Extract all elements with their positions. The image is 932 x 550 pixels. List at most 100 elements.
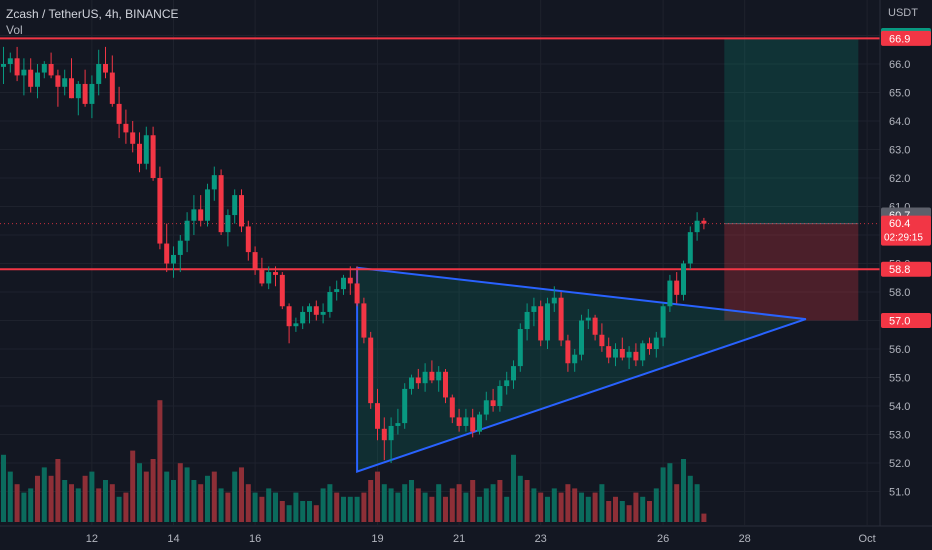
candle-body (381, 428, 387, 441)
volume-bar (660, 467, 666, 522)
candle-body (633, 351, 639, 361)
candle-body (293, 323, 299, 327)
volume-bar (592, 492, 598, 522)
candle (626, 346, 632, 369)
candle-body (701, 220, 707, 224)
candle (273, 266, 278, 287)
candle-body (470, 417, 476, 432)
volume-bar (28, 488, 34, 522)
candle (572, 349, 578, 372)
volume-bar (62, 480, 68, 522)
volume-bar (41, 467, 47, 522)
price-tag-countdown: 02:29:15 (884, 233, 923, 244)
volume-bar (286, 505, 292, 522)
candle-body (307, 306, 312, 312)
volume-bar (96, 488, 102, 522)
target-zone (724, 38, 859, 224)
volume-bar (239, 467, 244, 522)
candle-body (177, 240, 183, 255)
volume-bar (198, 484, 204, 522)
volume-bar (579, 492, 584, 522)
volume-bar (409, 480, 414, 522)
candle-body (191, 209, 197, 221)
candle-body (137, 143, 142, 164)
candle (300, 306, 306, 330)
candle-body (667, 280, 673, 307)
candle-body (279, 274, 285, 307)
volume-bar (511, 454, 516, 522)
volume-bar (483, 488, 489, 522)
candle (443, 368, 448, 404)
volume-bar (619, 501, 625, 522)
candle-body (579, 320, 584, 355)
candle-body (82, 83, 88, 104)
candle (531, 297, 537, 327)
symbol-title[interactable]: Zcash / TetherUS, 4h, BINANCE (6, 7, 179, 21)
candle (341, 274, 346, 295)
volume-bar (150, 459, 156, 522)
candle-body (531, 306, 537, 312)
price-tag (881, 30, 931, 46)
price-tick-label: 65.0 (889, 88, 910, 100)
volume-bar (205, 475, 210, 522)
candle (205, 183, 210, 227)
candle (395, 408, 401, 435)
candle (483, 391, 489, 421)
volume-bar (667, 463, 673, 522)
candle (245, 220, 251, 261)
candle-body (143, 135, 149, 164)
volume-bar (572, 488, 578, 522)
candle-body (313, 306, 319, 315)
candle (504, 371, 510, 395)
volume-bar (626, 505, 632, 522)
candle-body (245, 226, 251, 253)
candle (667, 274, 673, 312)
candle-body (259, 269, 265, 284)
volume-bar (551, 488, 557, 522)
volume-bar (69, 484, 74, 522)
candle (463, 408, 469, 432)
price-tag (881, 215, 931, 246)
candle (109, 55, 115, 107)
candle (517, 323, 523, 372)
candle (674, 272, 680, 304)
price-tick-label: 62.0 (889, 173, 910, 185)
price-tag-text: 58.8 (889, 264, 910, 276)
volume-bar (293, 492, 299, 522)
candle-body (422, 371, 428, 384)
candle-body (361, 303, 367, 338)
volume-bar (347, 496, 353, 522)
candle-body (198, 209, 204, 221)
volume-bar (375, 471, 380, 522)
volume-bar (55, 459, 61, 522)
candle (28, 58, 34, 93)
candle (313, 300, 319, 321)
volume-bar (143, 471, 149, 522)
candle-body (157, 178, 163, 244)
candle-body (483, 400, 489, 415)
volume-indicator-label[interactable]: Vol (6, 23, 23, 37)
candle (252, 246, 258, 275)
candle-body (109, 72, 115, 104)
volume-bar (327, 484, 333, 522)
candle-body (1, 64, 6, 67)
price-tick-label: 64.0 (889, 116, 910, 128)
candle (701, 217, 707, 230)
volume-bar (171, 480, 176, 522)
volume-bar (252, 492, 258, 522)
candle (177, 235, 183, 273)
candle-body (415, 377, 421, 384)
candle (1, 46, 6, 84)
candle-body (524, 311, 530, 330)
volume-bar (82, 475, 88, 522)
candle-body (266, 272, 272, 284)
candle (524, 303, 530, 341)
candle (606, 337, 612, 364)
volume-bar (307, 501, 312, 522)
candle-body (681, 263, 686, 295)
candle-body (463, 417, 469, 426)
candle-body (286, 306, 292, 327)
candle-body (252, 252, 258, 270)
